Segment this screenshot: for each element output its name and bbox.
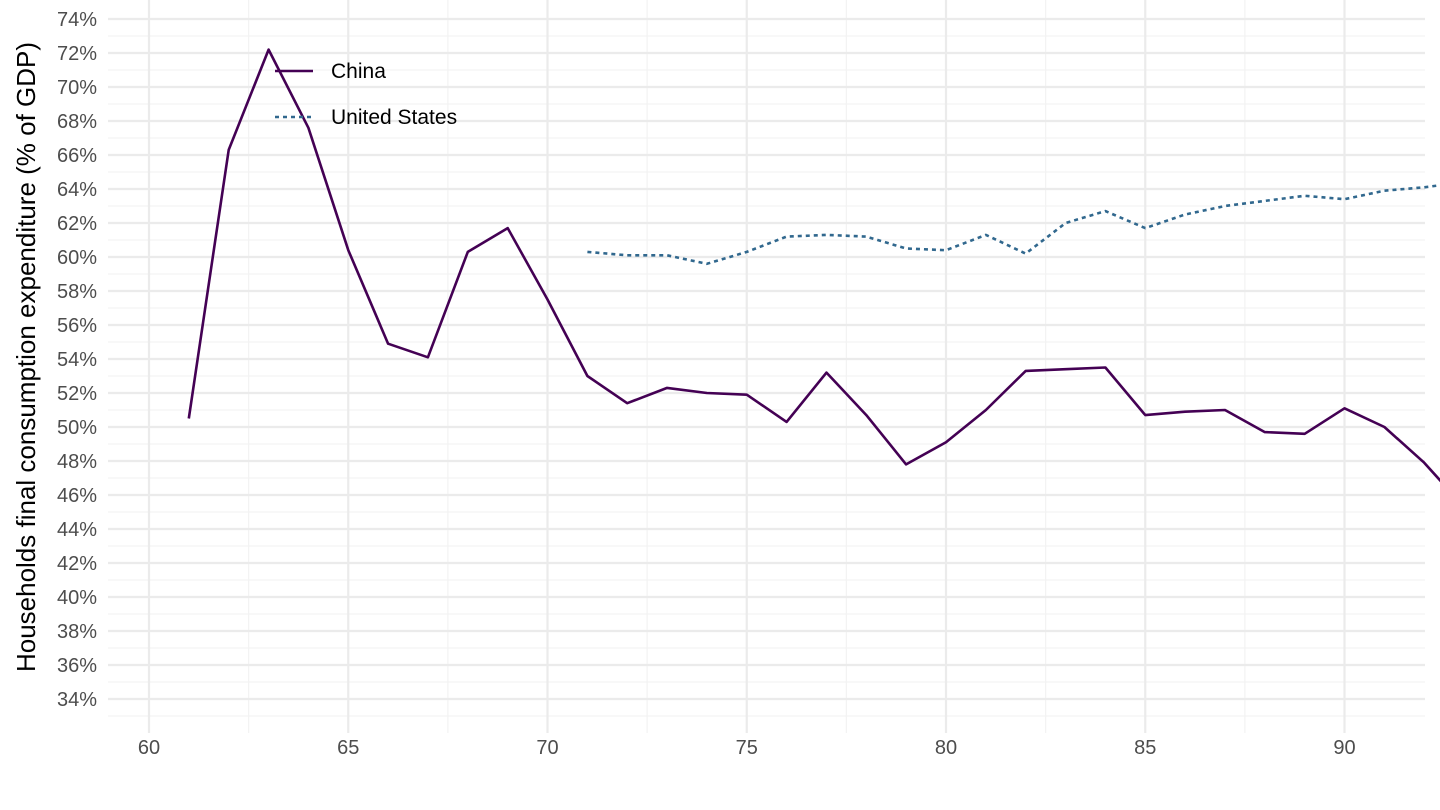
y-tick-label: 54% (57, 349, 97, 371)
series-line-united-states (587, 183, 1440, 266)
y-tick-label: 58% (57, 281, 97, 303)
x-tick-label: 80 (935, 737, 957, 759)
y-tick-label: 42% (57, 553, 97, 575)
y-tick-label: 38% (57, 621, 97, 643)
y-tick-label: 68% (57, 111, 97, 133)
x-tick-label: 85 (1134, 737, 1156, 759)
y-tick-label: 36% (57, 655, 97, 677)
series-line-china (187, 48, 1440, 483)
y-axis-tick-labels: 34% 36% 38% 40% 42% 44% 46% 48% 50% 52% 54% 56% 58% 6… (57, 9, 97, 711)
y-tick-label: 56% (57, 315, 97, 337)
y-tick-label: 72% (57, 43, 97, 65)
legend: China United States (275, 60, 457, 129)
x-tick-label: 65 (337, 737, 359, 759)
y-tick-label: 62% (57, 213, 97, 235)
major-gridlines (108, 0, 1425, 733)
y-tick-label: 48% (57, 451, 97, 473)
y-tick-label: 66% (57, 145, 97, 167)
legend-label-united-states: United States (331, 106, 457, 129)
y-tick-label: 50% (57, 417, 97, 439)
legend-label-china: China (331, 60, 386, 83)
y-tick-label: 34% (57, 689, 97, 711)
y-tick-label: 64% (57, 179, 97, 201)
series-layer (187, 48, 1440, 483)
x-tick-label: 90 (1333, 737, 1355, 759)
y-tick-label: 46% (57, 485, 97, 507)
y-tick-label: 52% (57, 383, 97, 405)
x-tick-label: 75 (736, 737, 758, 759)
y-axis-title: Households final consumption expenditure… (11, 42, 41, 672)
x-tick-label: 70 (536, 737, 558, 759)
minor-gridlines (108, 0, 1425, 733)
x-axis-tick-labels: 60657075808590950005101520 (138, 737, 1356, 759)
y-tick-label: 44% (57, 519, 97, 541)
y-tick-label: 60% (57, 247, 97, 269)
y-tick-label: 40% (57, 587, 97, 609)
y-tick-label: 74% (57, 9, 97, 31)
x-tick-label: 60 (138, 737, 160, 759)
y-tick-label: 70% (57, 77, 97, 99)
